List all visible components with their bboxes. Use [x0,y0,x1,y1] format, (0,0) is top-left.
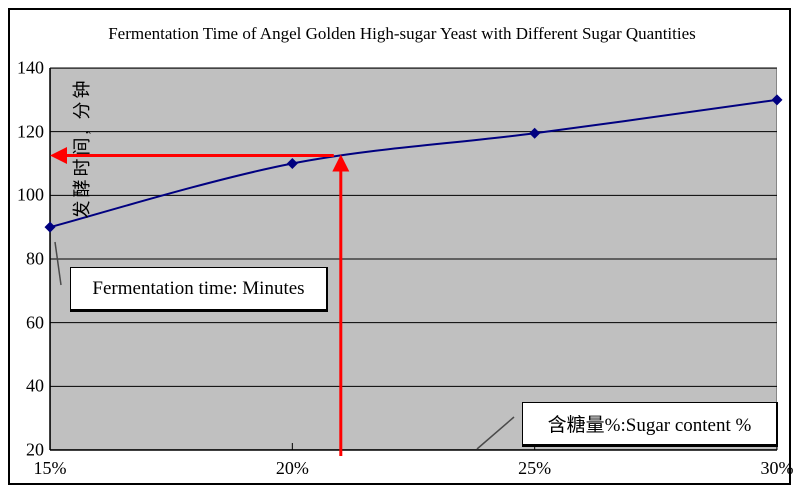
x-tick-label: 25% [518,458,552,478]
fermentation-time-label: Fermentation time: Minutes [92,277,305,299]
y-tick-label: 20 [26,439,44,460]
y-tick-label: 40 [26,375,44,396]
data-line [49,98,778,229]
sugar-content-label: 含糖量%:Sugar content % [547,415,752,436]
annotation-left-arrowhead [50,147,67,165]
data-point-marker [529,127,541,139]
data-point-marker [44,221,56,233]
chart-title: Fermentation Time of Angel Golden High-s… [108,24,696,43]
y-tick-label: 140 [17,57,44,78]
x-tick-label: 20% [275,458,309,478]
data-point-marker [771,94,783,106]
x-tick-label: 15% [33,458,67,478]
callout-line-sugar-box [476,416,515,450]
y-tick-label: 120 [17,121,44,142]
x-tick-label: 30% [760,458,794,478]
y-tick-label: 80 [26,248,44,269]
y-tick-label: 100 [17,184,44,205]
y-axis-title: 发酵时间, 分钟 [72,77,92,219]
annotation-up-arrowhead [332,154,350,172]
sugar-content-label-box: 含糖量%:Sugar content % [522,402,778,447]
data-point-marker [286,158,298,169]
callout-line-fermentation-box [54,241,62,286]
fermentation-time-label-box: Fermentation time: Minutes [70,267,328,312]
y-tick-label: 60 [26,312,44,333]
